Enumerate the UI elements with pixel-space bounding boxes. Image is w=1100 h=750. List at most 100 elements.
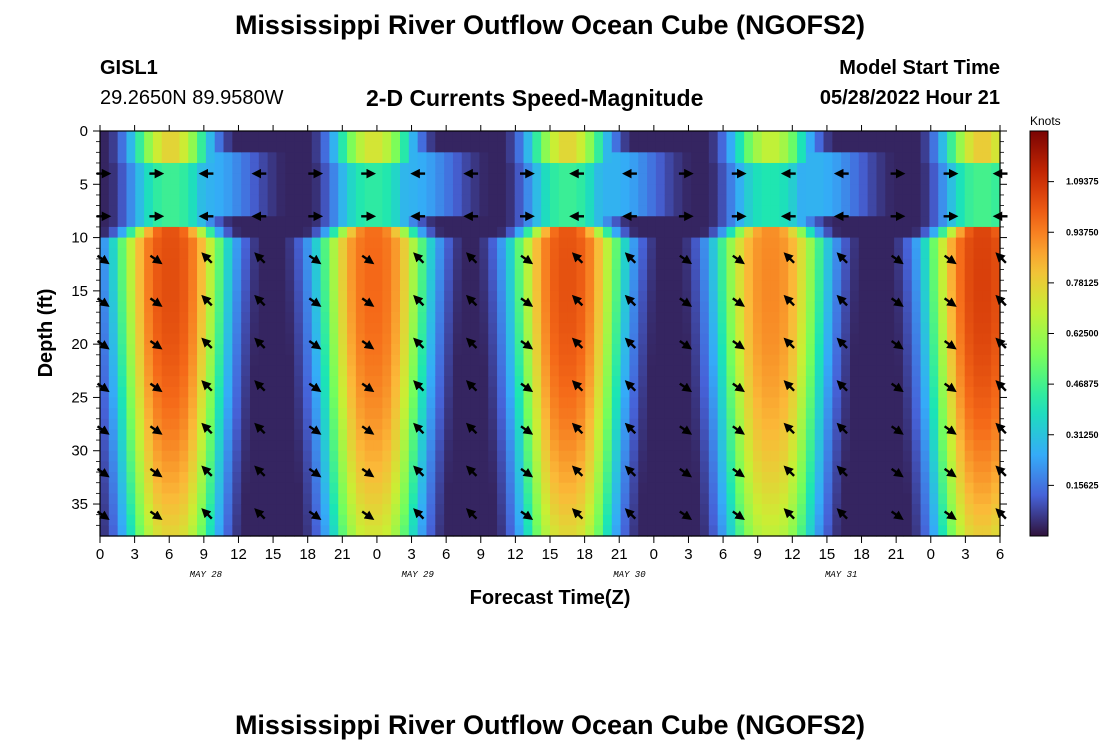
heatmap-cell (532, 322, 542, 335)
heatmap-cell (135, 493, 145, 505)
heatmap-cell (505, 440, 516, 452)
heatmap-cell (770, 184, 781, 196)
heatmap-cell (664, 493, 675, 505)
heatmap-cell (285, 269, 295, 281)
heatmap-cell (435, 461, 445, 473)
colorbar (1029, 130, 1049, 537)
heatmap-cell (347, 226, 357, 239)
heatmap-cell (620, 205, 631, 217)
heatmap-cell (117, 376, 128, 388)
heatmap-cell (929, 354, 939, 367)
heatmap-cell (938, 258, 948, 271)
heatmap-cell (682, 440, 692, 452)
heatmap-cell (550, 141, 560, 153)
heatmap-cell (991, 504, 1001, 516)
heatmap-cell (311, 504, 322, 516)
heatmap-cell (752, 354, 763, 367)
heatmap-cell (876, 461, 886, 473)
heatmap-cell (691, 461, 701, 473)
heatmap-cell (382, 184, 392, 196)
heatmap-cell (470, 472, 481, 484)
heatmap-cell (470, 429, 481, 441)
heatmap-cell (470, 514, 481, 526)
heatmap-cell (982, 258, 992, 271)
heatmap-cell (461, 184, 472, 196)
heatmap-cell (408, 408, 419, 420)
heatmap-cell (850, 429, 860, 441)
heatmap-cell (655, 344, 666, 356)
current-vector (96, 382, 110, 393)
heatmap-cell (347, 312, 357, 324)
heatmap-cell (638, 184, 648, 196)
heatmap-cell (708, 280, 719, 292)
heatmap-cell (408, 312, 419, 324)
heatmap-cell (505, 472, 516, 484)
heatmap-cell (338, 322, 348, 335)
heatmap-cell (550, 269, 560, 281)
heatmap-cell (858, 173, 869, 185)
heatmap-cell (920, 322, 931, 335)
heatmap-cell (514, 173, 525, 185)
heatmap-cell (355, 184, 366, 196)
heatmap-cell (408, 365, 419, 377)
heatmap-cell (470, 482, 481, 494)
heatmap-cell (832, 322, 842, 335)
heatmap-cell (338, 333, 348, 345)
heatmap-cell (170, 344, 181, 356)
heatmap-cell (302, 258, 313, 271)
heatmap-cell (700, 472, 710, 484)
heatmap-cell (488, 248, 498, 260)
heatmap-cell (276, 269, 286, 281)
heatmap-cell (382, 216, 392, 228)
x-tick-label: 18 (576, 546, 593, 563)
heatmap-cell (232, 418, 242, 431)
heatmap-cell (267, 344, 278, 356)
heatmap-cell (920, 162, 931, 175)
heatmap-cell (673, 440, 683, 452)
heatmap-cell (258, 450, 269, 462)
heatmap-cell (435, 237, 445, 249)
heatmap-cell (602, 525, 613, 537)
heatmap-cell (347, 429, 357, 441)
heatmap-cell (744, 461, 754, 473)
heatmap-cell (205, 312, 216, 324)
heatmap-cell (197, 226, 207, 239)
heatmap-cell (320, 237, 331, 249)
heatmap-cell (479, 301, 489, 313)
heatmap-cell (920, 376, 931, 388)
heatmap-cell (550, 397, 560, 409)
heatmap-cell (894, 408, 904, 420)
current-vector (943, 382, 957, 393)
heatmap-cell (664, 173, 675, 185)
heatmap-cell (135, 290, 145, 303)
heatmap-cell (373, 322, 383, 335)
heatmap-cell (991, 344, 1001, 356)
heatmap-cell (585, 152, 595, 164)
heatmap-cell (885, 152, 895, 164)
heatmap-cell (858, 205, 869, 217)
heatmap-cell (135, 258, 145, 271)
heatmap-cell (576, 131, 586, 143)
heatmap-cell (285, 312, 295, 324)
heatmap-cell (594, 131, 604, 143)
heatmap-cell (788, 429, 798, 441)
current-vector (836, 252, 848, 264)
heatmap-cell (338, 237, 348, 249)
heatmap-cell (947, 269, 957, 281)
heatmap-cell (955, 205, 966, 217)
heatmap-cell (902, 525, 913, 537)
heatmap-cell (505, 258, 516, 271)
heatmap-cell (558, 312, 569, 324)
heatmap-cell (294, 408, 304, 420)
heatmap-cell (691, 450, 701, 462)
heatmap-cell (832, 440, 842, 452)
heatmap-cell (894, 376, 904, 388)
heatmap-cell (223, 514, 233, 526)
heatmap-cell (858, 322, 869, 335)
heatmap-cell (276, 429, 286, 441)
heatmap-cell (938, 248, 948, 260)
heatmap-cell (294, 472, 304, 484)
heatmap-cell (947, 450, 957, 462)
heatmap-cell (170, 418, 181, 431)
heatmap-cell (488, 290, 498, 303)
